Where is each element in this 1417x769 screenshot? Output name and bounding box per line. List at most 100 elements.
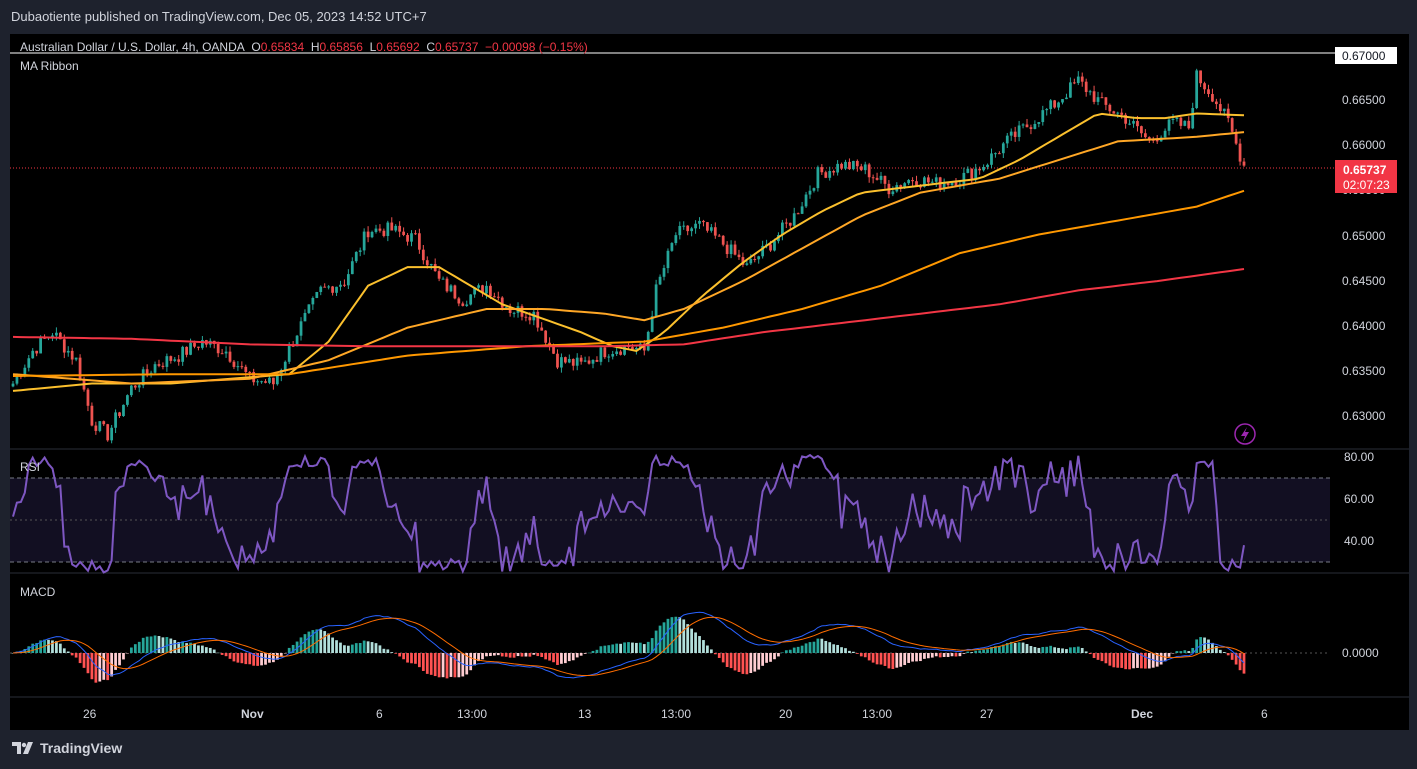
candle-body (603, 347, 607, 358)
macd-histogram-bar (757, 653, 761, 670)
macd-histogram-bar (962, 653, 966, 654)
macd-histogram-bar (1203, 637, 1206, 653)
macd-histogram-bar (887, 653, 891, 669)
macd-histogram-bar (177, 642, 181, 653)
macd-histogram-bar (433, 653, 437, 677)
candle-body (512, 312, 516, 314)
candle-body (595, 359, 599, 362)
candle-body (899, 185, 903, 188)
macd-histogram-bar (418, 653, 421, 668)
macd-histogram-bar (686, 624, 690, 653)
macd-histogram-bar (903, 653, 907, 666)
macd-histogram-bar (327, 633, 331, 653)
candle-body (579, 357, 583, 362)
macd-histogram-bar (532, 653, 536, 655)
candle-body (94, 425, 98, 431)
macd-histogram-bar (824, 640, 828, 653)
macd-histogram-bar (1207, 639, 1210, 653)
macd-histogram-bar (122, 653, 125, 660)
price-tick: 0.64000 (1342, 319, 1386, 333)
candle-body (942, 183, 946, 189)
candle-body (70, 350, 74, 360)
macd-histogram-bar (232, 653, 236, 662)
time-tick: 13:00 (457, 707, 487, 721)
macd-histogram-bar (1175, 651, 1179, 653)
macd-histogram-bar (1037, 647, 1041, 653)
candle-body (508, 307, 512, 314)
candle-body (441, 278, 445, 280)
macd-histogram-bar (264, 653, 267, 665)
candle-body (177, 359, 181, 362)
macd-histogram-bar (556, 653, 559, 665)
macd-histogram-bar (114, 653, 117, 670)
candle-body (658, 276, 662, 285)
macd-histogram-bar (658, 625, 662, 653)
macd-histogram-bar (583, 653, 587, 654)
macd-histogram-bar (792, 647, 796, 653)
candle-body (232, 361, 236, 367)
price-tick: 0.67000 (1342, 49, 1386, 63)
lightning-icon[interactable] (1234, 423, 1256, 445)
candle-body (749, 259, 753, 264)
macd-histogram-bar (698, 636, 701, 653)
candle-body (994, 153, 997, 155)
candle-body (1061, 99, 1064, 103)
chart-area[interactable] (10, 34, 1409, 730)
candle-body (836, 163, 839, 173)
macd-histogram-bar (713, 653, 717, 655)
footer-brand[interactable]: TradingView (12, 740, 122, 756)
macd-histogram-bar (1226, 653, 1230, 656)
candle-body (193, 342, 196, 347)
candle-body (907, 180, 911, 184)
macd-histogram-bar (1096, 653, 1100, 660)
macd-histogram-bar (591, 650, 595, 653)
macd-histogram-bar (563, 653, 567, 664)
rsi-label: RSI (20, 460, 41, 474)
candle-body (1108, 104, 1112, 112)
macd-histogram-bar (749, 653, 753, 673)
macd-histogram-bar (721, 653, 725, 663)
macd-histogram-bar (1061, 648, 1064, 653)
macd-histogram-bar (678, 617, 682, 653)
candle-body (875, 177, 879, 180)
macd-histogram-bar (638, 642, 642, 653)
macd-histogram-bar (382, 648, 386, 653)
macd-histogram-bar (938, 653, 942, 658)
candle-body (394, 225, 398, 231)
macd-histogram-bar (307, 631, 311, 653)
macd-histogram-bar (161, 637, 165, 653)
macd-histogram-bar (1017, 642, 1021, 653)
macd-histogram-bar (236, 653, 240, 663)
macd-histogram-bar (512, 653, 516, 658)
candle-body (181, 346, 185, 362)
macd-histogram-bar (1147, 653, 1151, 669)
candle-body (930, 181, 934, 183)
macd-histogram-bar (220, 653, 224, 655)
candle-body (607, 356, 611, 358)
candle-body (1065, 97, 1068, 100)
tradingview-logo-icon (12, 742, 33, 754)
macd-histogram-bar (252, 653, 256, 666)
candle-body (1025, 124, 1029, 128)
candle-body (323, 286, 327, 288)
candle-body (201, 340, 204, 348)
candle-body (386, 222, 390, 236)
macd-histogram-bar (875, 653, 879, 665)
candle-body (346, 274, 350, 286)
candle-body (189, 342, 192, 355)
macd-histogram-bar (1041, 646, 1045, 653)
macd-histogram-bar (1191, 647, 1195, 653)
candle-body (1143, 133, 1147, 138)
macd-histogram-bar (942, 653, 946, 657)
macd-histogram-bar (11, 653, 15, 654)
macd-histogram-bar (1230, 653, 1234, 660)
low-value: 0.65692 (376, 40, 420, 54)
candle-body (260, 381, 263, 383)
candle-body (445, 278, 449, 292)
macd-histogram-bar (694, 632, 697, 653)
rsi-tick: 80.00 (1344, 450, 1374, 464)
candle-body (587, 360, 591, 364)
macd-histogram-bar (315, 629, 319, 653)
candle-body (883, 175, 887, 184)
